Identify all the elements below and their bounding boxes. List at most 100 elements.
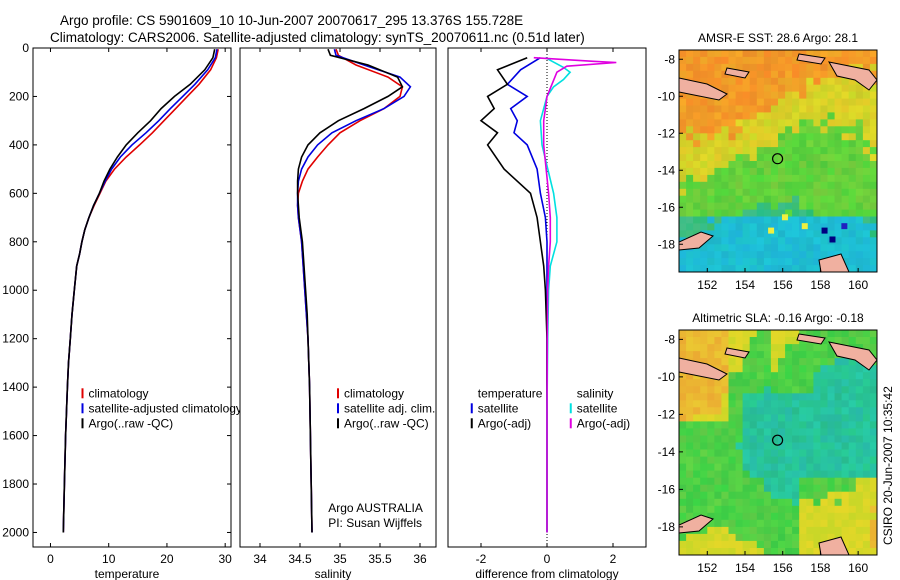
map-cell — [728, 421, 737, 429]
map-cell — [728, 393, 737, 401]
map-cell — [862, 133, 871, 141]
map-cell — [785, 188, 793, 197]
map-cell — [848, 105, 857, 113]
map-cell — [778, 456, 786, 465]
map-cell — [756, 244, 765, 252]
map-cell — [735, 140, 744, 148]
map-cell — [728, 477, 737, 486]
map-cell — [806, 484, 814, 493]
map-cell — [820, 84, 829, 93]
map-cell — [756, 216, 765, 224]
map-cell — [679, 209, 687, 218]
map-cell — [721, 526, 730, 535]
map-cell — [834, 386, 843, 394]
map-cell — [785, 119, 793, 127]
map-cell — [778, 230, 786, 238]
map-cell — [869, 386, 877, 394]
y-tick-label: 200 — [9, 89, 29, 103]
map-cell — [693, 337, 701, 345]
map-cell — [869, 449, 877, 458]
map-cell — [834, 414, 843, 422]
map-cell — [785, 442, 793, 451]
map-cell — [806, 98, 814, 107]
map-cell — [686, 126, 694, 134]
map-cell — [749, 126, 758, 134]
map-cell — [834, 512, 843, 521]
map-cell — [770, 223, 779, 231]
map-cell — [714, 344, 723, 352]
map-cell — [848, 195, 857, 204]
map-cell — [721, 533, 730, 542]
map-cell — [799, 195, 807, 204]
map-cell — [742, 188, 751, 197]
map-cell — [686, 379, 694, 387]
map-cell — [707, 119, 715, 127]
map-cell — [707, 174, 715, 183]
map-cell — [827, 330, 836, 338]
map-cell — [820, 133, 829, 141]
map-cell — [763, 202, 772, 211]
map-cell — [834, 449, 843, 458]
map-cell — [834, 77, 843, 86]
map-cell — [728, 463, 737, 472]
map-cell — [707, 63, 715, 72]
map-cell — [707, 421, 715, 429]
map-cell — [756, 442, 765, 451]
map-cell — [721, 548, 730, 555]
y-tick-label: 1000 — [2, 283, 29, 297]
map-cell — [728, 449, 737, 458]
map-cell — [714, 533, 723, 542]
map-cell — [770, 216, 779, 224]
map-cell — [700, 477, 708, 486]
map-cell — [686, 386, 694, 394]
map-cell — [827, 98, 836, 107]
map-cell — [862, 449, 871, 458]
map-cell — [679, 421, 687, 429]
map-cell — [834, 161, 843, 169]
map-cell — [749, 63, 758, 72]
map-cell — [813, 449, 822, 458]
map-cell — [785, 84, 793, 93]
map-cell — [721, 477, 730, 486]
map-cell — [862, 428, 871, 436]
map-cell — [763, 540, 772, 549]
map-cell — [778, 484, 786, 493]
map-cell — [869, 230, 877, 238]
map-cell — [770, 428, 779, 436]
map-cell — [693, 548, 701, 555]
map-cell — [869, 379, 877, 387]
map-cell — [862, 463, 871, 472]
map-cell — [686, 505, 694, 514]
map-cell — [855, 365, 864, 373]
map-cell — [806, 533, 814, 542]
map-cell — [792, 188, 800, 197]
map-cell — [841, 428, 850, 436]
map-cell — [728, 112, 737, 120]
map-cell — [700, 540, 708, 549]
map-cell — [869, 112, 877, 120]
map-cell — [869, 456, 877, 465]
map-cell — [707, 77, 715, 86]
map-cell — [749, 344, 758, 352]
map-speckle — [801, 223, 808, 230]
map-cell — [686, 414, 694, 422]
map-cell — [700, 428, 708, 436]
map-cell — [855, 167, 864, 176]
map-cell — [721, 202, 730, 211]
map-cell — [693, 154, 701, 162]
map-cell — [806, 216, 814, 224]
map-cell — [792, 63, 800, 72]
map-cell — [742, 105, 751, 113]
map-cell — [785, 133, 793, 141]
map-cell — [855, 126, 864, 134]
map-cell — [834, 379, 843, 387]
legend-label: satellite-adjusted climatology — [89, 401, 242, 415]
map-cell — [806, 379, 814, 387]
map-cell — [785, 140, 793, 148]
map-cell — [756, 407, 765, 415]
map-cell — [778, 463, 786, 472]
map-cell — [813, 91, 822, 100]
map-cell — [707, 105, 715, 113]
map-cell — [763, 230, 772, 238]
map-cell — [749, 140, 758, 148]
